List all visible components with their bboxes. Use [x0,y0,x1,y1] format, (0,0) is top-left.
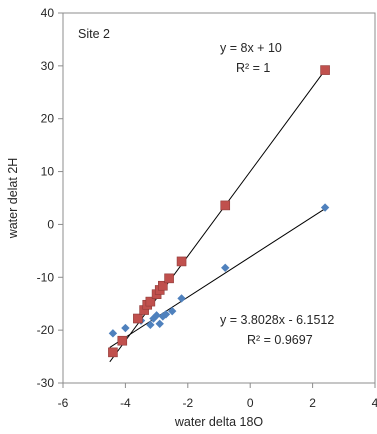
blue-diamond-point [152,311,161,320]
y-tick-label: -30 [37,376,55,390]
y-tick-label: -20 [37,323,55,337]
y-axis-title: water delat 2H [6,158,20,240]
blue-diamond-point [146,320,155,330]
red-square-point [320,65,330,75]
y-axis-ticks: -30 -20 -10 0 10 20 30 40 [37,6,63,390]
x-tick-label: 0 [247,396,254,410]
y-tick-label: 30 [41,59,55,73]
y-tick-label: 0 [47,217,54,231]
y-tick-label: 40 [41,6,55,20]
blue-trendline [109,208,326,348]
y-tick-label: 20 [41,112,55,126]
x-tick-label: -4 [120,396,131,410]
blue-diamond-point [177,294,186,303]
x-tick-label: -6 [58,396,69,410]
blue-trend-r2: R² = 0.9697 [247,333,313,347]
blue-diamond-point [168,306,177,316]
site-label: Site 2 [78,27,110,41]
data-points [108,65,330,358]
x-axis-title: water delta 18O [174,415,264,429]
blue-diamond-point [155,319,164,328]
red-square-point [220,200,231,211]
blue-trend-equation: y = 3.8028x - 6.1512 [220,313,334,327]
red-square-point [176,256,187,267]
red-square-point [158,280,168,291]
red-square-point [117,335,128,346]
y-tick-label: 10 [41,165,55,179]
red-trend-r2: R² = 1 [236,61,270,75]
red-square-point [145,296,156,307]
x-tick-label: -2 [182,396,193,410]
blue-diamond-point [121,323,130,333]
x-tick-label: 2 [309,396,316,410]
red-square-point [164,273,174,284]
blue-diamond-point [108,329,118,338]
blue-diamond-point [161,310,171,319]
red-square-point [133,313,143,324]
red-square-point [108,347,118,358]
x-tick-label: 4 [372,396,377,410]
blue-diamond-point [320,203,330,212]
x-axis-ticks: -6 -4 -2 0 2 4 [58,383,377,410]
blue-diamond-point [221,263,230,272]
y-tick-label: -10 [37,270,55,284]
red-trend-equation: y = 8x + 10 [220,41,282,55]
